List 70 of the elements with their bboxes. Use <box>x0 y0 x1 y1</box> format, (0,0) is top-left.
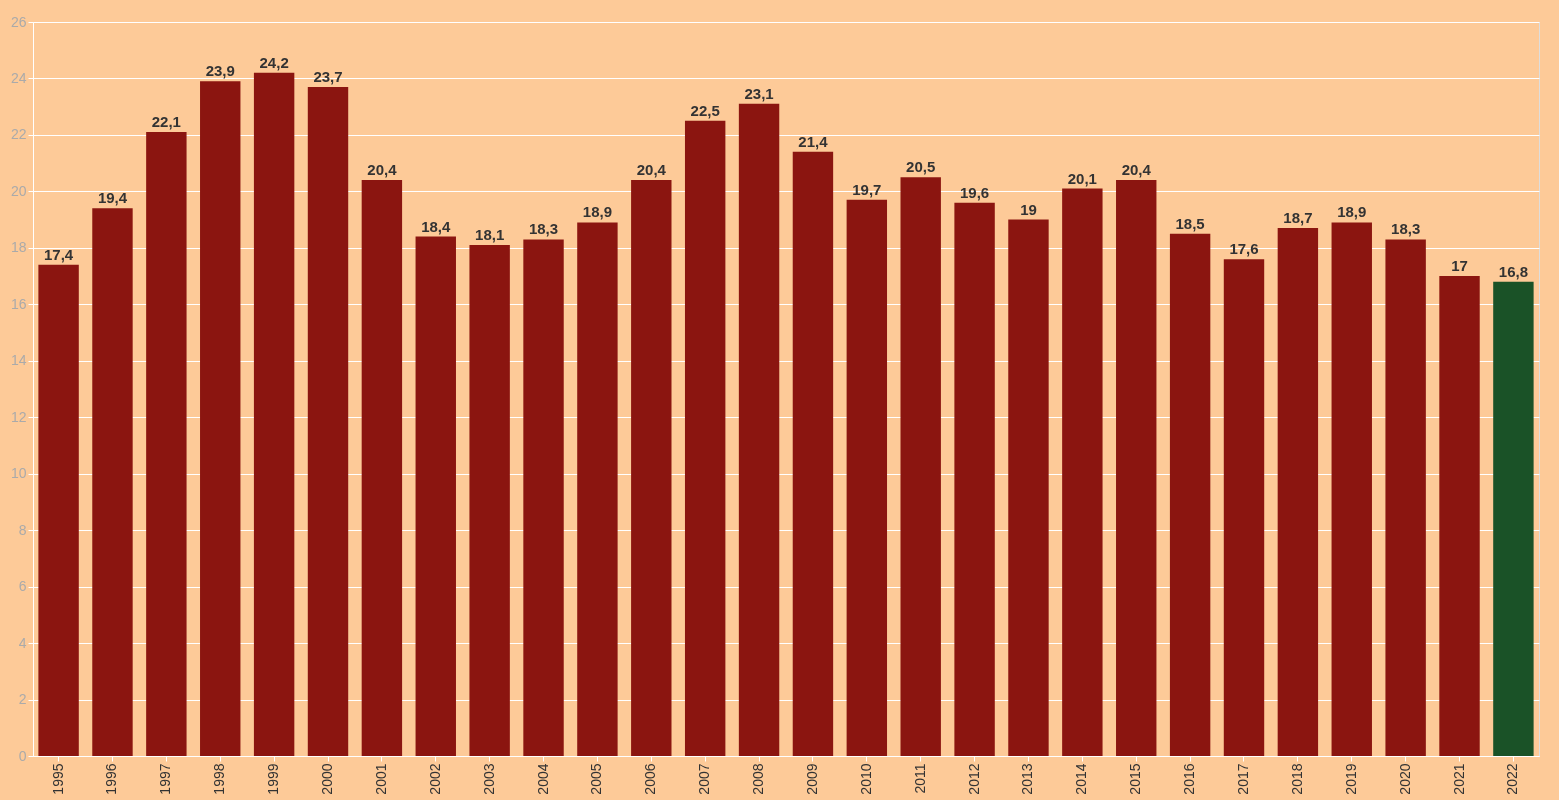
y-tick-label: 14 <box>10 352 27 369</box>
x-tick-label: 2017 <box>1235 763 1251 795</box>
x-tick-label: 2008 <box>750 763 767 795</box>
x-tick-label: 2003 <box>480 763 497 795</box>
y-tick-label: 26 <box>10 13 27 30</box>
data-label: 17 <box>1451 257 1468 275</box>
x-tick-label: 2011 <box>911 763 928 794</box>
data-label: 18,9 <box>582 203 613 221</box>
y-tick-label: 8 <box>18 521 27 538</box>
x-tick-label: 2016 <box>1181 763 1198 795</box>
y-tick-label: 20 <box>10 182 27 199</box>
x-tick-label: 2004 <box>534 763 551 795</box>
x-tick-label: 2007 <box>696 763 713 795</box>
x-tick-label: 1999 <box>265 763 282 795</box>
x-tick-label: 2012 <box>965 763 982 795</box>
data-label: 23,7 <box>313 67 343 85</box>
data-label: 19,4 <box>97 189 128 207</box>
data-label: 18,3 <box>528 220 559 238</box>
x-tick-label: 1996 <box>103 763 120 795</box>
data-label: 20,5 <box>906 158 936 176</box>
y-tick-label: 6 <box>18 578 27 595</box>
x-tick-label: 1998 <box>211 763 228 795</box>
data-label: 19 <box>1020 200 1037 218</box>
data-label: 18,1 <box>475 226 505 244</box>
data-label: 20,4 <box>1121 161 1152 179</box>
x-tick-label: 2000 <box>319 763 335 795</box>
x-tick-label: 2001 <box>372 763 389 795</box>
x-tick-label: 1995 <box>49 763 66 795</box>
data-label: 19,7 <box>852 180 882 198</box>
data-label: 17,6 <box>1229 240 1259 258</box>
x-tick-label: 2009 <box>803 763 820 795</box>
data-label: 22,5 <box>690 101 720 119</box>
x-tick-label: 2002 <box>426 763 443 795</box>
y-tick-label: 24 <box>10 69 27 86</box>
x-tick-label: 2005 <box>588 763 605 795</box>
data-label: 20,4 <box>367 161 398 179</box>
x-tick-label: 2015 <box>1127 763 1144 795</box>
x-tick-label: 2014 <box>1073 763 1090 795</box>
x-tick-label: 2019 <box>1342 763 1359 795</box>
data-label: 18,9 <box>1337 203 1367 221</box>
x-tick-label: 1997 <box>157 763 174 795</box>
data-label: 18,4 <box>421 217 452 235</box>
x-tick-label: 2013 <box>1019 763 1036 795</box>
y-tick-label: 18 <box>10 239 27 256</box>
x-tick-label: 2018 <box>1288 763 1305 795</box>
data-label: 20,1 <box>1067 169 1097 187</box>
data-label: 18,3 <box>1391 220 1421 238</box>
x-tick-label: 2021 <box>1450 763 1467 795</box>
x-tick-label: 2010 <box>857 763 874 795</box>
x-tick-label: 2022 <box>1504 763 1521 795</box>
y-tick-label: 2 <box>18 691 27 708</box>
data-label: 17,4 <box>43 245 74 263</box>
y-tick-label: 16 <box>10 295 27 312</box>
data-label: 24,2 <box>259 53 289 71</box>
data-label: 18,7 <box>1283 209 1313 227</box>
data-label: 16,8 <box>1498 262 1529 280</box>
data-label: 21,4 <box>798 132 829 150</box>
x-tick-label: 2006 <box>642 763 659 795</box>
data-label: 20,4 <box>636 161 667 179</box>
y-tick-label: 10 <box>10 465 27 482</box>
data-label: 19,6 <box>959 183 990 201</box>
y-tick-label: 0 <box>18 747 27 764</box>
y-tick-label: 12 <box>10 408 27 425</box>
data-label: 22,1 <box>151 113 181 131</box>
y-tick-label: 22 <box>10 126 27 143</box>
data-label: 18,5 <box>1175 214 1205 232</box>
data-label: 23,1 <box>744 84 774 102</box>
x-tick-label: 2020 <box>1396 763 1413 795</box>
data-label: 23,9 <box>205 62 235 80</box>
y-tick-label: 4 <box>18 634 27 651</box>
